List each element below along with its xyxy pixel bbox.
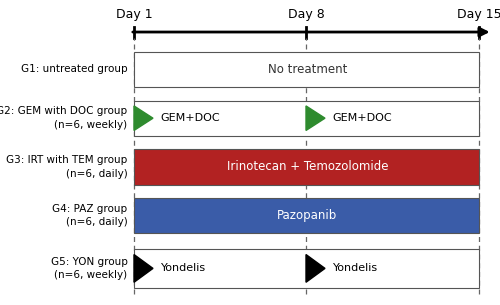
Text: G4: PAZ group: G4: PAZ group bbox=[52, 204, 128, 214]
Text: Yondelis: Yondelis bbox=[160, 264, 206, 273]
Bar bbox=[134, 101, 479, 136]
Text: Day 1: Day 1 bbox=[116, 8, 152, 21]
Bar bbox=[134, 52, 479, 87]
Text: G2: GEM with DOC group: G2: GEM with DOC group bbox=[0, 106, 128, 117]
Text: (n=6, weekly): (n=6, weekly) bbox=[54, 120, 128, 130]
Text: G3: IRT with TEM group: G3: IRT with TEM group bbox=[6, 155, 128, 165]
Text: (n=6, daily): (n=6, daily) bbox=[66, 169, 128, 179]
Text: Day 8: Day 8 bbox=[288, 8, 325, 21]
Bar bbox=[134, 249, 479, 288]
Text: Pazopanib: Pazopanib bbox=[278, 209, 338, 222]
Text: No treatment: No treatment bbox=[268, 63, 347, 76]
Text: Day 15: Day 15 bbox=[456, 8, 500, 21]
Text: Irinotecan + Temozolomide: Irinotecan + Temozolomide bbox=[227, 160, 388, 174]
Text: (n=6, daily): (n=6, daily) bbox=[66, 217, 128, 228]
Text: Yondelis: Yondelis bbox=[332, 264, 378, 273]
Polygon shape bbox=[134, 254, 153, 282]
Text: G1: untreated group: G1: untreated group bbox=[21, 64, 128, 74]
Polygon shape bbox=[306, 106, 325, 131]
Text: (n=6, weekly): (n=6, weekly) bbox=[54, 270, 128, 280]
Polygon shape bbox=[134, 106, 153, 131]
Polygon shape bbox=[306, 254, 325, 282]
Bar bbox=[134, 198, 479, 233]
Text: G5: YON group: G5: YON group bbox=[50, 257, 128, 267]
Text: GEM+DOC: GEM+DOC bbox=[160, 113, 220, 123]
Bar bbox=[134, 149, 479, 185]
Text: GEM+DOC: GEM+DOC bbox=[332, 113, 392, 123]
